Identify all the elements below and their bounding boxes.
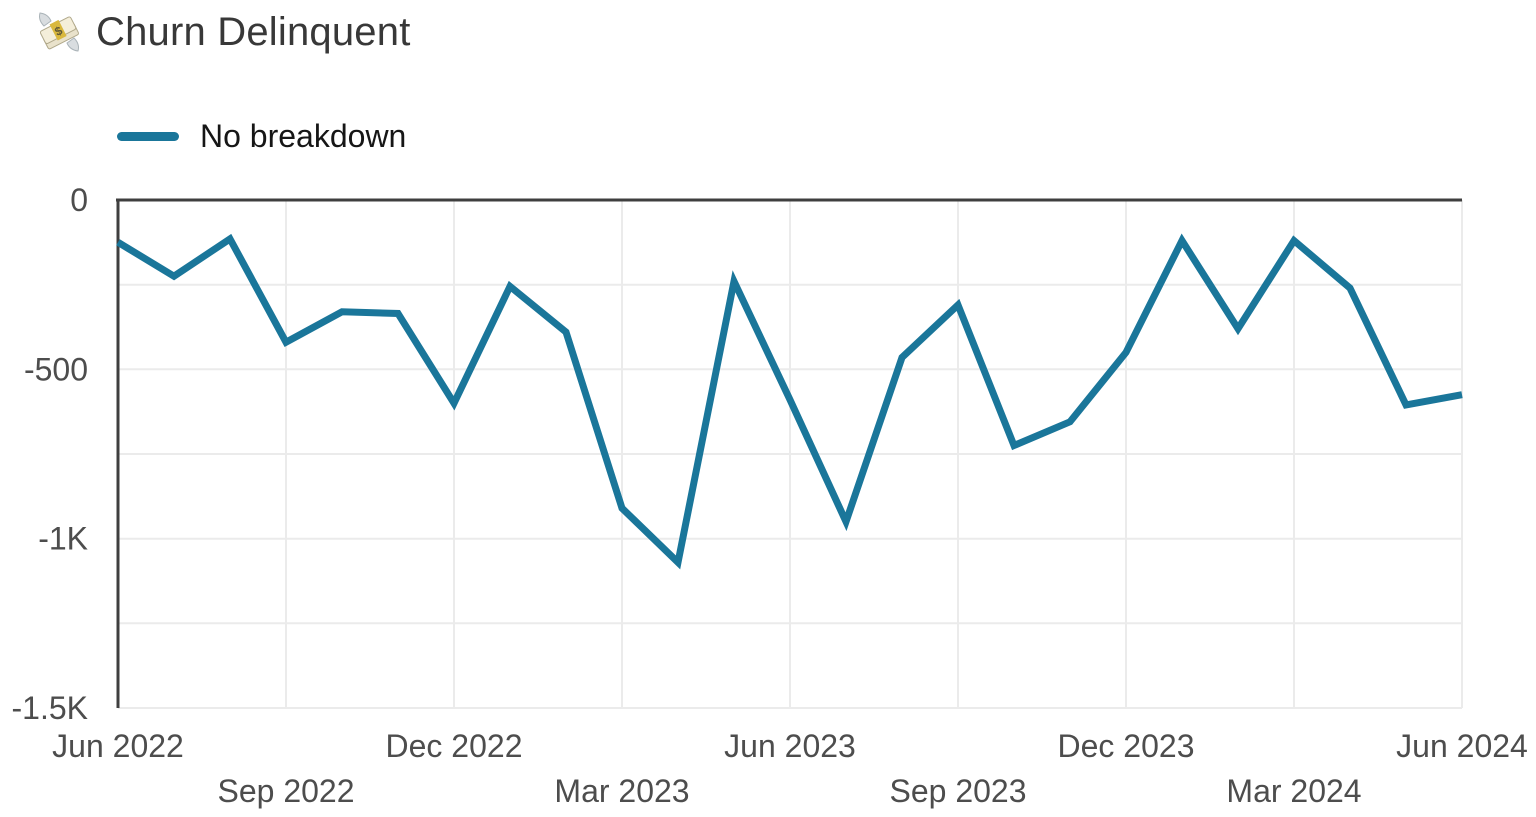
- series-line-no-breakdown[interactable]: [116, 233, 1463, 570]
- y-tick-label: 0: [70, 182, 88, 218]
- x-tick-label: Sep 2023: [889, 773, 1026, 809]
- plot-area[interactable]: [118, 200, 1462, 708]
- x-tick-label: Jun 2024: [1396, 728, 1528, 764]
- y-tick-label: -500: [24, 351, 88, 387]
- money-with-wings-icon: $: [36, 10, 82, 54]
- title-row: $ Churn Delinquent: [36, 4, 411, 60]
- x-tick-label: Mar 2024: [1226, 773, 1361, 809]
- x-tick-label: Dec 2023: [1058, 728, 1195, 764]
- y-tick-label: -1.5K: [12, 690, 88, 726]
- legend-label: No breakdown: [200, 118, 407, 154]
- page-title: Churn Delinquent: [96, 9, 411, 54]
- x-tick-label: Dec 2022: [386, 728, 523, 764]
- x-tick-label: Jun 2023: [724, 728, 856, 764]
- y-tick-label: -1K: [38, 521, 88, 557]
- legend-item-no-breakdown[interactable]: No breakdown: [117, 120, 406, 152]
- legend-swatch: [117, 131, 179, 141]
- x-tick-label: Jun 2022: [52, 728, 184, 764]
- x-tick-label: Sep 2022: [217, 773, 354, 809]
- x-tick-label: Mar 2023: [554, 773, 689, 809]
